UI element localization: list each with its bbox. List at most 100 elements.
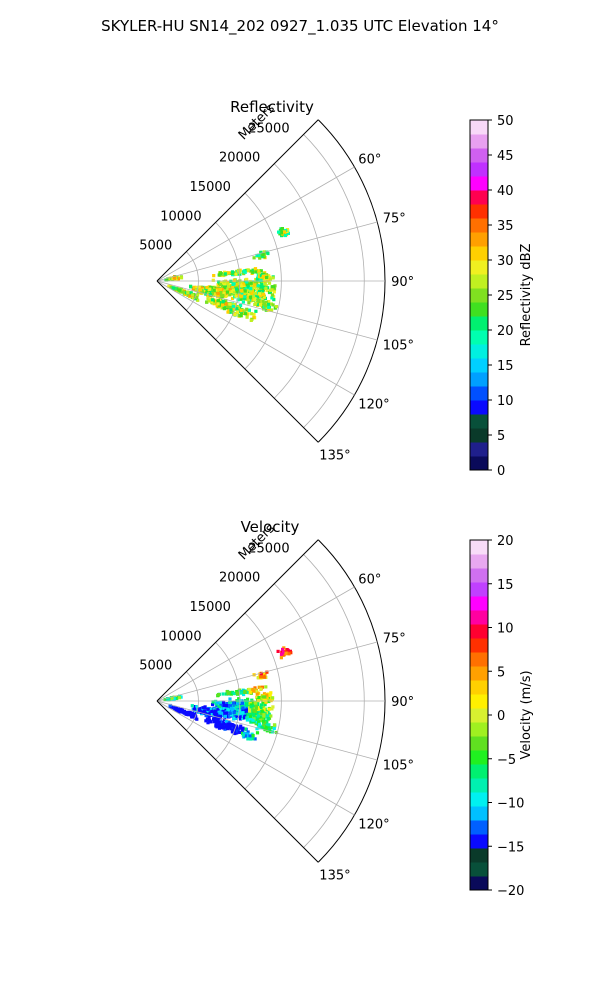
velocity-panel: Velocity 5000 10000 15000 20000 25000 60… xyxy=(139,518,534,899)
figure-suptitle: SKYLER-HU SN14_202 0927_1.035 UTC Elevat… xyxy=(101,17,499,36)
reflectivity-echo-point xyxy=(238,268,242,272)
reflectivity-echo-point xyxy=(206,297,210,301)
reflectivity-echo-point xyxy=(172,276,176,280)
velocity-echo-point xyxy=(247,687,251,691)
reflectivity-echo-point xyxy=(245,296,249,300)
velocity-echo-point xyxy=(231,723,235,727)
velocity-echo-point xyxy=(251,687,255,691)
reflectivity-echo-point xyxy=(240,289,244,293)
reflectivity-echo-point xyxy=(249,293,253,297)
velocity-colorbar-tick-label: 15 xyxy=(497,578,514,593)
reflectivity-echo-point xyxy=(264,300,269,304)
velocity-echo-point xyxy=(216,718,220,722)
reflectivity-echo-point xyxy=(236,310,240,314)
reflectivity-azimuth-gridline xyxy=(156,280,378,341)
reflectivity-colorbar-band xyxy=(470,358,488,373)
velocity-echo-point xyxy=(166,697,170,702)
velocity-echo-point xyxy=(236,727,240,731)
velocity-echo-point xyxy=(276,649,280,653)
velocity-echo-point xyxy=(241,733,245,737)
reflectivity-echo-point xyxy=(259,294,263,298)
reflectivity-colorbar-band xyxy=(470,428,488,443)
reflectivity-echo-point xyxy=(235,285,239,289)
velocity-echo-point xyxy=(241,711,245,715)
velocity-echo-point xyxy=(219,723,223,727)
reflectivity-echo-point xyxy=(246,282,250,286)
velocity-azimuth-gridline xyxy=(156,700,378,761)
reflectivity-echo-point xyxy=(247,308,251,312)
velocity-echo-point xyxy=(266,692,271,696)
velocity-echo-point xyxy=(230,709,234,713)
reflectivity-echo-point xyxy=(253,297,257,301)
reflectivity-echo-point xyxy=(240,292,244,296)
velocity-echo-point xyxy=(255,718,259,722)
reflectivity-radial-tick-label: 25000 xyxy=(248,121,289,136)
reflectivity-colorbar-band xyxy=(470,414,488,429)
velocity-echo-point xyxy=(253,686,257,690)
reflectivity-echo-point xyxy=(261,253,265,257)
reflectivity-echo-point xyxy=(259,278,263,282)
reflectivity-azimuth-tick-label: 120° xyxy=(358,398,389,413)
reflectivity-echo-point xyxy=(249,285,253,289)
velocity-echo-point xyxy=(221,692,225,696)
reflectivity-echo-point xyxy=(280,234,284,238)
reflectivity-echo-point xyxy=(243,295,247,299)
velocity-echo-point xyxy=(218,714,222,718)
reflectivity-echo-point xyxy=(246,285,250,289)
velocity-colorbar-tick-label: −5 xyxy=(497,753,516,768)
velocity-colorbar-label: Velocity (m/s) xyxy=(519,670,534,759)
reflectivity-echo-point xyxy=(253,283,257,287)
reflectivity-echo-point xyxy=(283,233,288,238)
velocity-echo-point xyxy=(249,737,253,741)
velocity-echo-point xyxy=(215,725,219,729)
velocity-azimuth-tick-label: 60° xyxy=(358,572,381,587)
reflectivity-echo-point xyxy=(237,282,241,286)
reflectivity-colorbar-tick-label: 25 xyxy=(497,289,514,304)
reflectivity-echo-point xyxy=(241,300,245,304)
reflectivity-echo-point xyxy=(259,269,263,273)
velocity-colorbar-band xyxy=(470,708,488,723)
velocity-echo-point xyxy=(259,705,263,709)
reflectivity-colorbar-band xyxy=(470,190,488,205)
reflectivity-echo-point xyxy=(247,301,251,305)
reflectivity-echo-point xyxy=(167,284,171,288)
velocity-echo-point xyxy=(243,715,247,719)
velocity-echo-point xyxy=(261,695,265,699)
velocity-echo-point xyxy=(252,708,256,712)
reflectivity-echo-point xyxy=(233,312,237,316)
velocity-echo-point xyxy=(193,716,197,720)
velocity-echo-point xyxy=(221,724,225,729)
velocity-echo-point xyxy=(253,737,257,741)
velocity-colorbar-tick-label: −20 xyxy=(497,884,524,899)
reflectivity-colorbar-band xyxy=(470,386,488,401)
velocity-echo-point xyxy=(257,710,261,715)
reflectivity-echo-point xyxy=(222,291,226,296)
velocity-echo-point xyxy=(267,707,271,711)
reflectivity-echo-point xyxy=(219,287,223,291)
reflectivity-echo-point xyxy=(244,309,248,313)
reflectivity-colorbar-band xyxy=(470,204,488,219)
velocity-echo-point xyxy=(246,737,250,741)
velocity-echo-point xyxy=(223,714,227,718)
velocity-echo-point xyxy=(261,703,265,708)
velocity-echo-point xyxy=(232,701,236,705)
reflectivity-echo-point xyxy=(286,231,290,235)
velocity-echo-point xyxy=(224,723,228,727)
velocity-echo-point xyxy=(248,709,252,713)
reflectivity-echo-point xyxy=(263,277,267,281)
reflectivity-echo-point xyxy=(257,298,261,302)
reflectivity-echo-point xyxy=(224,299,228,303)
velocity-echo-point xyxy=(225,727,230,731)
velocity-echo-point xyxy=(237,704,241,708)
velocity-colorbar-band xyxy=(470,610,488,625)
reflectivity-echo-point xyxy=(249,287,253,291)
reflectivity-echo-point xyxy=(217,273,221,277)
velocity-echo-point xyxy=(264,685,268,689)
velocity-echo-point xyxy=(262,692,267,696)
reflectivity-echo-point xyxy=(208,293,212,297)
reflectivity-echo-point xyxy=(222,307,226,311)
reflectivity-echo-point xyxy=(211,291,215,295)
reflectivity-echo-point xyxy=(171,286,175,290)
reflectivity-echo-point xyxy=(257,275,262,279)
reflectivity-echo-point xyxy=(219,272,223,276)
